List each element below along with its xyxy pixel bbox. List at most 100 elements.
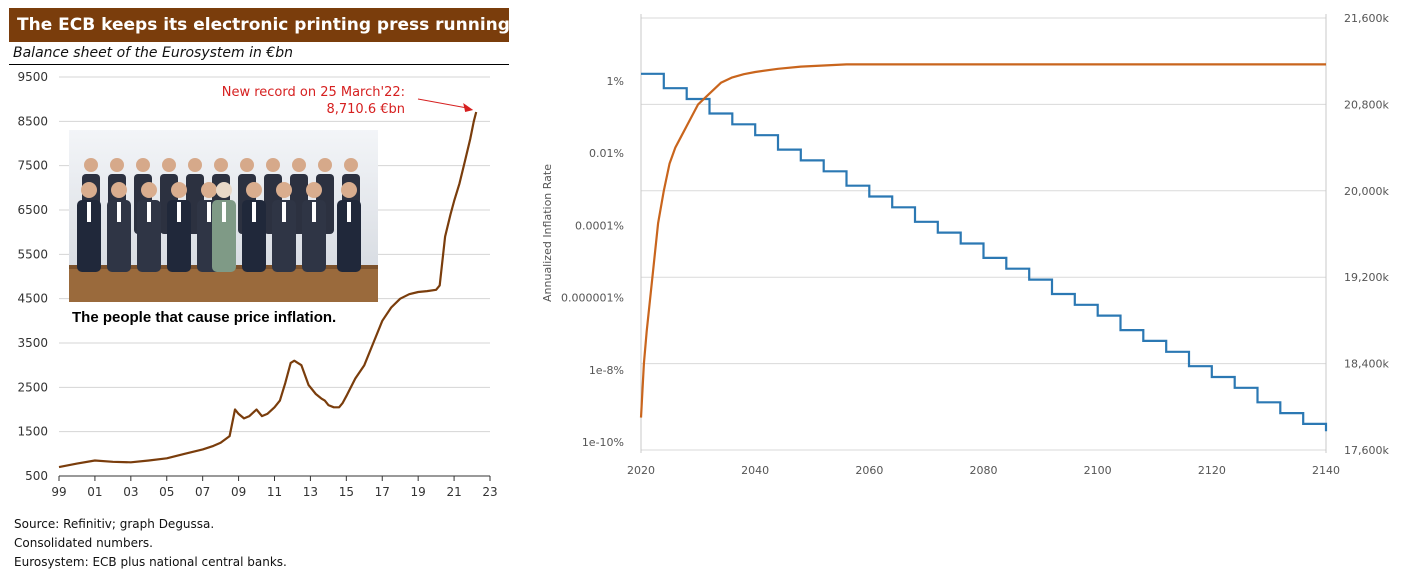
person-front-row	[167, 200, 191, 272]
person-head	[188, 158, 202, 172]
x-tick-label: 09	[231, 485, 246, 499]
shirt-detail	[347, 202, 351, 222]
x-tick-label: 2020	[627, 464, 655, 477]
annotation-arrow-line	[417, 98, 468, 109]
person-head	[276, 182, 292, 198]
person-head	[136, 158, 150, 172]
y-tick-label: 2500	[17, 380, 48, 394]
y-tick-label: 4500	[17, 292, 48, 306]
x-tick-label: 01	[87, 485, 102, 499]
person-front-row	[77, 200, 101, 272]
right-y-tick-label: 20,000k	[1344, 185, 1389, 198]
y-tick-label: 9500	[17, 70, 48, 84]
shirt-detail	[222, 202, 226, 222]
x-tick-label: 23	[482, 485, 497, 499]
source-note: Source: Refinitiv; graph Degussa.	[14, 517, 215, 531]
subtitle-divider	[9, 64, 509, 65]
record-annotation-line2: 8,710.6 €bn	[326, 102, 405, 117]
ecb-group-photo	[69, 130, 378, 302]
person-head	[214, 158, 228, 172]
x-tick-label: 2140	[1312, 464, 1340, 477]
person-head	[318, 158, 332, 172]
x-tick-label: 2040	[741, 464, 769, 477]
person-head	[111, 182, 127, 198]
person-head	[344, 158, 358, 172]
x-tick-label: 17	[375, 485, 390, 499]
right-y-tick-label: 17,600k	[1344, 444, 1389, 457]
x-tick-label: 15	[339, 485, 354, 499]
left-y-tick-label: 1%	[607, 75, 624, 88]
x-tick-label: 2060	[855, 464, 883, 477]
left-y-tick-label: 1e-10%	[582, 436, 624, 449]
person-head	[201, 182, 217, 198]
photo-caption: The people that cause price inflation.	[70, 309, 339, 326]
person-front-row	[302, 200, 326, 272]
person-head	[240, 158, 254, 172]
y-tick-label: 7500	[17, 159, 48, 173]
person-front-row	[337, 200, 361, 272]
chart-title-bar: The ECB keeps its electronic printing pr…	[9, 8, 533, 42]
x-tick-label: 13	[303, 485, 318, 499]
annotation-arrowhead	[463, 102, 474, 112]
person-head	[306, 182, 322, 198]
person-head	[141, 182, 157, 198]
person-front-row	[137, 200, 161, 272]
person-head	[84, 158, 98, 172]
y-tick-label: 5500	[17, 247, 48, 261]
x-tick-label: 03	[123, 485, 138, 499]
right-y-tick-label: 19,200k	[1344, 271, 1389, 284]
balance-sheet-line	[58, 111, 478, 469]
x-tick-label: 05	[159, 485, 174, 499]
person-head	[266, 158, 280, 172]
record-annotation-line1: New record on 25 March'22:	[222, 85, 405, 100]
y-tick-label: 8500	[17, 114, 48, 128]
person-head	[216, 182, 232, 198]
person-front-row	[107, 200, 131, 272]
x-tick-label: 07	[195, 485, 210, 499]
x-tick-label: 19	[411, 485, 426, 499]
person-head	[171, 182, 187, 198]
shirt-detail	[117, 202, 121, 222]
shirt-detail	[147, 202, 151, 222]
people-group	[77, 158, 361, 272]
person-head	[341, 182, 357, 198]
eurosystem-note: Eurosystem: ECB plus national central ba…	[14, 555, 287, 569]
person-head	[162, 158, 176, 172]
left-y-tick-label: 0.000001%	[561, 292, 624, 305]
x-tick-label: 2120	[1198, 464, 1226, 477]
shirt-detail	[177, 202, 181, 222]
shirt-detail	[252, 202, 256, 222]
inflation-rate-chart: 1% 0.01% 0.0001% 0.000001% 1e-8% 1e-10% 21,600…	[541, 12, 1389, 477]
inflation-rate-step-line	[641, 72, 1328, 432]
x-tick-label: 21	[446, 485, 461, 499]
right-y-tick-label: 21,600k	[1344, 12, 1389, 25]
person-head	[292, 158, 306, 172]
person-front-row	[242, 200, 266, 272]
left-y-tick-label: 0.0001%	[575, 219, 624, 232]
shirt-detail	[87, 202, 91, 222]
person-front-row	[272, 200, 296, 272]
person-front-row	[212, 200, 236, 272]
x-tick-label: 99	[51, 485, 66, 499]
y-tick-label: 3500	[17, 336, 48, 350]
y-tick-label: 1500	[17, 425, 48, 439]
money-supply-line	[639, 63, 1326, 418]
person-head	[81, 182, 97, 198]
y-tick-label: 6500	[17, 203, 48, 217]
consolidation-note: Consolidated numbers.	[14, 536, 153, 550]
group-photo-illustration	[69, 130, 378, 302]
x-tick-label: 2100	[1084, 464, 1112, 477]
shirt-detail	[282, 202, 286, 222]
right-y-tick-label: 20,800k	[1344, 98, 1389, 111]
left-axis-title: Annualized Inflation Rate	[541, 164, 554, 302]
x-tick-label: 11	[267, 485, 282, 499]
chart-subtitle: Balance sheet of the Eurosystem in €bn	[13, 45, 293, 61]
shirt-detail	[207, 202, 211, 222]
y-tick-label: 500	[25, 469, 48, 483]
left-y-tick-label: 0.01%	[589, 147, 624, 160]
left-chart-panel: The ECB keeps its electronic printing pr…	[0, 0, 533, 587]
x-tick-label: 2080	[970, 464, 998, 477]
chart-title: The ECB keeps its electronic printing pr…	[17, 15, 533, 35]
left-y-tick-label: 1e-8%	[589, 364, 624, 377]
shirt-detail	[312, 202, 316, 222]
